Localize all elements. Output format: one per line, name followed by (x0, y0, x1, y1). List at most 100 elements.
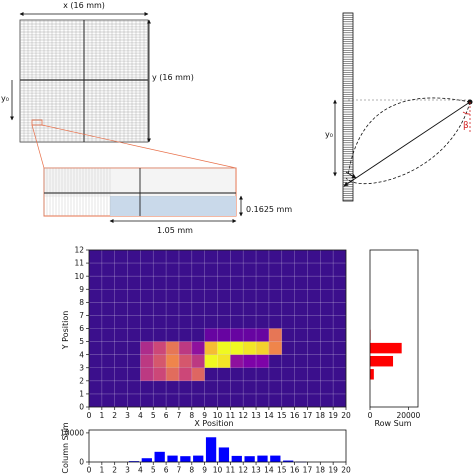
beta-label: β (463, 121, 469, 131)
heatmap-cell (191, 367, 205, 381)
heatmap-x-tick-label: 8 (189, 411, 194, 420)
inset-height-label: 0.1625 mm (246, 205, 292, 214)
column-sum-x-tick-label: 8 (189, 466, 194, 474)
column-sum-bar (257, 455, 268, 462)
heatmap-x-tick-label: 18 (316, 411, 326, 420)
heatmap-x-tick-label: 15 (277, 411, 287, 420)
inset-width-label: 1.05 mm (157, 226, 193, 235)
column-sum-x-tick-label: 10 (213, 466, 223, 474)
zoom-region-marker (31, 119, 43, 126)
heatmap-x-tick-label: 14 (264, 411, 274, 420)
column-sum-x-tick-label: 3 (125, 466, 130, 474)
column-sum-x-tick-label: 5 (151, 466, 156, 474)
heatmap-cell (230, 354, 244, 368)
heatmap-cell (268, 328, 282, 342)
column-sum-x-tick-label: 9 (202, 466, 207, 474)
column-sum-bar (167, 455, 178, 462)
heatmap-x-tick-label: 1 (99, 411, 104, 420)
heatmap-cell (178, 341, 192, 355)
heatmap-x-tick-label: 6 (164, 411, 169, 420)
heatmap-cell (217, 328, 231, 342)
row-sum-bar (370, 355, 394, 367)
column-sum-bar (141, 458, 152, 462)
heatmap-cell (204, 354, 218, 368)
row-sum-plot-area (370, 250, 418, 407)
heatmap-y-tick-label: 12 (74, 246, 84, 255)
heatmap-x-tick-label: 13 (251, 411, 261, 420)
heatmap-cell (166, 341, 179, 355)
heatmap-cell (256, 354, 269, 368)
column-sum-x-tick-label: 11 (226, 466, 236, 474)
column-sum-x-tick-label: 0 (87, 466, 92, 474)
heatmap-cell (140, 341, 154, 355)
column-sum-bar (244, 456, 255, 462)
heatmap-frame (88, 249, 347, 408)
heatmap-x-label: X Position (194, 419, 233, 428)
beam-ray (343, 101, 471, 187)
heatmap-cell (191, 341, 205, 355)
column-sum-x-tick-label: 20 (341, 466, 351, 474)
column-sum-bar (180, 456, 191, 462)
heatmap-cell (140, 367, 154, 381)
column-sum-y-tick-label: 0 (79, 458, 84, 467)
column-sum-bar (231, 455, 242, 462)
heatmap-cell (178, 354, 192, 368)
heatmap-y-tick-label: 2 (79, 376, 84, 385)
heatmap-y-tick-label: 11 (74, 259, 84, 268)
heatmap-y-tick-label: 7 (79, 311, 84, 320)
column-sum-frame (88, 429, 347, 463)
heatmap-x-tick-label: 7 (177, 411, 182, 420)
heatmap-cell (166, 354, 179, 368)
column-sum-x-tick-label: 13 (251, 466, 261, 474)
column-sum-x-tick-label: 6 (164, 466, 169, 474)
heatmap-cell (256, 341, 269, 355)
heatmap-cell (243, 341, 257, 355)
column-sum-bar (270, 455, 281, 462)
heatmap-chart: 0 1 2 3 4 5 6 7 8 9 10 11 12 13 14 15 16 17 18 19 2001234567… (61, 246, 351, 428)
column-sum-x-tick-label: 19 (328, 466, 338, 474)
heatmap-y-tick-label: 3 (79, 363, 84, 372)
heatmap-x-tick-label: 12 (238, 411, 248, 420)
column-sum-x-tick-label: 14 (264, 466, 274, 474)
heatmap-y-tick-label: 10 (74, 272, 84, 281)
column-sum-bar (205, 437, 217, 462)
heatmap-cell (243, 328, 257, 342)
y0-right-label: y₀ (325, 130, 333, 139)
heatmap-y-tick-label: 8 (79, 298, 84, 307)
column-sum-x-tick-label: 4 (138, 466, 143, 474)
heatmap-cell (217, 341, 231, 355)
heatmap-cell (153, 354, 167, 368)
heatmap-cell (204, 341, 218, 355)
impact-arrow (345, 171, 357, 179)
heatmap-x-tick-label: 3 (125, 411, 130, 420)
upper-trajectory (347, 97, 471, 177)
heatmap-x-tick-label: 17 (303, 411, 313, 420)
beta-arc (462, 111, 471, 115)
row-sum-chart: 0 20000 Row Sum (368, 249, 421, 428)
zoom-connector-right (41, 124, 237, 169)
heatmap-cell (268, 341, 282, 355)
column-sum-y-tick-label: 10000 (60, 429, 84, 438)
column-sum-x-tick-label: 12 (238, 466, 248, 474)
heatmap-cell (178, 367, 192, 381)
heatmap-y-tick-label: 0 (79, 403, 84, 412)
column-sum-x-tick-label: 17 (303, 466, 313, 474)
heatmap-cell (230, 341, 244, 355)
y-dimension-label: y (16 mm) (152, 73, 194, 82)
column-sum-x-tick-label: 15 (277, 466, 287, 474)
heatmap-cell (191, 354, 205, 368)
grid-diagram: x (16 mm) y (16 mm) y₀ 0.1625 mm 1.05 mm (1, 1, 292, 235)
heatmap-y-tick-label: 4 (79, 350, 84, 359)
x-dimension-label: x (16 mm) (63, 1, 105, 10)
heatmap-x-tick-label: 0 (87, 411, 92, 420)
row-sum-x-tick-label: 20000 (396, 411, 420, 420)
heatmap-x-tick-label: 10 (213, 411, 223, 420)
column-sum-x-tick-label: 1 (99, 466, 104, 474)
heatmap-cell (243, 354, 257, 368)
heatmap-x-tick-label: 16 (290, 411, 300, 420)
heatmap-x-tick-label: 11 (226, 411, 236, 420)
heatmap-x-tick-label: 19 (328, 411, 338, 420)
row-sum-frame (369, 249, 419, 408)
heatmap-y-tick-label: 6 (79, 324, 84, 333)
column-sum-bar (193, 455, 204, 462)
